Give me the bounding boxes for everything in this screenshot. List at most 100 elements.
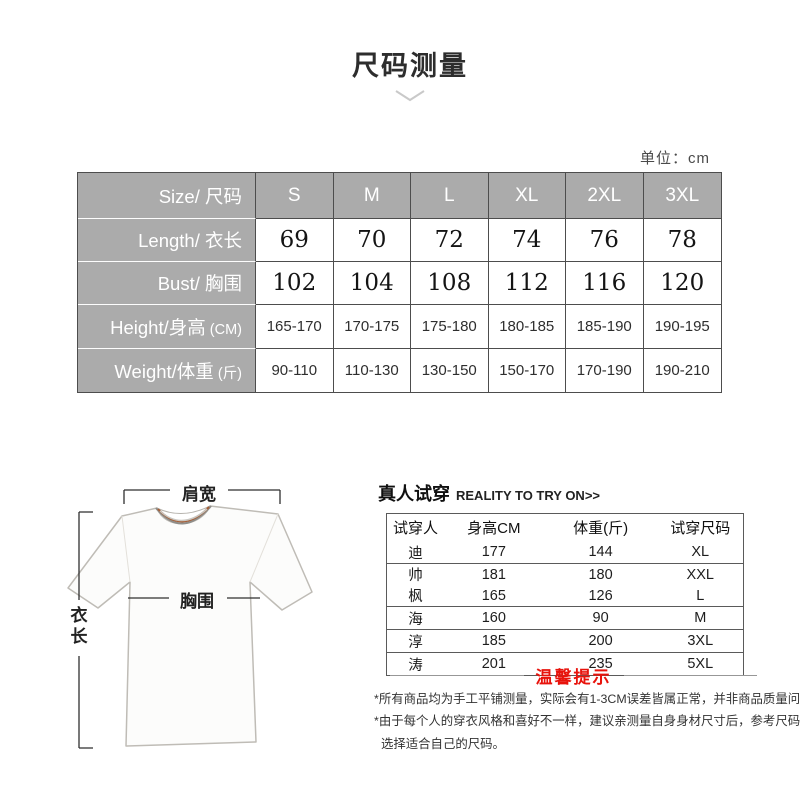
size-value-cell: 185-190	[566, 305, 644, 349]
fitting-value-cell: 181	[481, 566, 506, 583]
fitting-column-header: 体重(斤)	[573, 520, 629, 537]
size-column-header: S	[256, 173, 334, 219]
tips-line-right	[623, 675, 757, 676]
fitting-value-cell: 5XL	[687, 656, 714, 672]
size-column-header: 2XL	[566, 173, 644, 219]
fitting-heading-en: REALITY TO TRY ON>>	[456, 488, 600, 503]
fitting-table-row: 帅 181 180 XXL	[387, 564, 743, 585]
size-row-label: Weight/体重 (斤)	[78, 349, 256, 392]
size-table-header-row: Size/ 尺码 S M L XL 2XL 3XL	[78, 173, 721, 219]
fitting-value-cell: XL	[657, 541, 743, 564]
fitting-value-cell: 144	[543, 541, 658, 564]
size-table-corner-label: Size/ 尺码	[78, 173, 256, 219]
size-value-cell: 70	[333, 219, 411, 262]
fitting-value-cell: 201	[481, 656, 506, 672]
size-column-header: 3XL	[643, 173, 721, 219]
size-value-cell: 90-110	[256, 349, 334, 392]
tips-line-left	[390, 675, 524, 676]
size-value-cell: 190-195	[643, 305, 721, 349]
size-value-cell: 104	[333, 262, 411, 305]
size-column-header: M	[333, 173, 411, 219]
size-row-label: Bust/ 胸围	[78, 262, 256, 305]
fitting-value-cell: 180	[588, 566, 613, 583]
fitting-value-cell: 海	[387, 607, 444, 630]
tips-title: 温馨提示	[535, 668, 612, 687]
fitting-heading-zh: 真人试穿	[378, 484, 450, 504]
size-row-label: Length/ 衣长	[78, 219, 256, 262]
size-value-cell: 69	[256, 219, 334, 262]
size-value-cell: 165-170	[256, 305, 334, 349]
fitting-value-cell: 迪	[387, 541, 444, 564]
size-value-cell: 180-185	[488, 305, 566, 349]
size-value-cell: 120	[643, 262, 721, 305]
fitting-value-cell: 160	[443, 607, 544, 630]
size-value-cell: 112	[488, 262, 566, 305]
size-table-row: Bust/ 胸围 102 104 108 112 116 120	[78, 262, 721, 305]
fitting-table-row: 淳 185 200 3XL	[387, 630, 743, 653]
size-table: Size/ 尺码 S M L XL 2XL 3XL Length/ 衣长 69 70 72 74 76 7…	[77, 172, 722, 393]
fitting-column-header: 试穿人	[392, 520, 438, 537]
size-value-cell: 130-150	[411, 349, 489, 392]
fitting-value-cell: 185	[443, 630, 544, 653]
title-block: 尺码测量	[20, 44, 800, 102]
fitting-value-cell: 165	[443, 585, 544, 607]
fitting-value-cell: 177	[443, 541, 544, 564]
unit-label: 单位：	[639, 150, 688, 167]
bust-label: 胸围	[180, 592, 214, 611]
fitting-heading: 真人试穿 REALITY TO TRY ON>>	[378, 480, 600, 506]
fitting-column-header: 试穿尺码	[670, 520, 731, 537]
size-value-cell: 175-180	[411, 305, 489, 349]
size-value-cell: 78	[643, 219, 721, 262]
size-value-cell: 76	[566, 219, 644, 262]
fitting-value-cell: 涛	[408, 657, 423, 674]
tip-note-line: *所有商品均为手工平铺测量，实际会有1-3CM误差皆属正常，并非商品质量问题。	[374, 692, 800, 706]
page-title: 尺码测量	[352, 51, 468, 81]
size-column-header: XL	[488, 173, 566, 219]
fitting-value-cell: L	[657, 585, 743, 607]
size-value-cell: 170-175	[333, 305, 411, 349]
size-value-cell: 74	[488, 219, 566, 262]
tip-note-line: *由于每个人的穿衣风格和喜好不一样，建议亲测量自身身材尺寸后，参考尺码表	[374, 714, 800, 729]
fitting-table-header-row: 试穿人 身高CM 体重(斤) 试穿尺码	[387, 514, 743, 541]
fitting-value-cell: 235	[588, 656, 613, 672]
size-value-cell: 108	[411, 262, 489, 305]
garment-length-label: 衣长	[70, 606, 88, 646]
tips-notes: *所有商品均为手工平铺测量，实际会有1-3CM误差皆属正常，并非商品质量问题。 *…	[374, 688, 800, 755]
size-value-cell: 72	[411, 219, 489, 262]
size-table-row: Weight/体重 (斤) 90-110 110-130 130-150 150-170…	[78, 349, 721, 392]
size-value-cell: 110-130	[334, 349, 411, 392]
size-row-label: Height/身高 (CM)	[78, 305, 256, 349]
fitting-value-cell: 126	[543, 585, 658, 607]
size-value-cell: 150-170	[489, 349, 566, 392]
size-value-cell: 116	[566, 262, 644, 305]
fitting-value-cell: 帅	[408, 568, 423, 584]
shoulder-width-label: 肩宽	[182, 485, 216, 504]
fitting-table: 试穿人 身高CM 体重(斤) 试穿尺码迪 177 144 XL 帅 181 180 XXL 枫 165 1…	[386, 513, 744, 676]
fitting-column-header: 身高CM	[467, 520, 521, 537]
fitting-table-row: 迪 177 144 XL	[387, 541, 743, 564]
tips-divider: 温馨提示	[390, 663, 757, 688]
fitting-value-cell: XXL	[686, 566, 714, 583]
fitting-table-row: 枫 165 126 L	[387, 585, 743, 607]
size-value-cell: 102	[256, 262, 334, 305]
size-column-header: L	[411, 173, 489, 219]
chevron-down-icon	[395, 90, 425, 102]
fitting-table-row: 海 160 90 M	[387, 607, 743, 630]
fitting-value-cell: M	[657, 607, 743, 630]
unit-note: 单位：cm	[640, 147, 710, 168]
tshirt-illustration	[67, 489, 313, 749]
size-table-row: Length/ 衣长 69 70 72 74 76 78	[78, 219, 721, 262]
fitting-value-cell: 淳	[387, 630, 444, 653]
fitting-value-cell: 枫	[387, 585, 444, 607]
size-table-row: Height/身高 (CM) 165-170 170-175 175-180 180-1…	[78, 305, 721, 349]
fitting-table-row: 涛 201 235 5XL	[387, 653, 743, 675]
size-value-cell: 190-210	[654, 362, 710, 379]
size-value-cell: 170-190	[566, 349, 644, 392]
tip-note-line: 选择适合自己的尺码。	[381, 736, 505, 751]
fitting-value-cell: 3XL	[657, 630, 743, 653]
tshirt-measurement-diagram: 肩宽 胸围 衣长	[60, 470, 320, 770]
fitting-value-cell: 200	[543, 630, 658, 653]
unit-value: cm	[688, 150, 710, 167]
fitting-value-cell: 90	[543, 607, 658, 630]
